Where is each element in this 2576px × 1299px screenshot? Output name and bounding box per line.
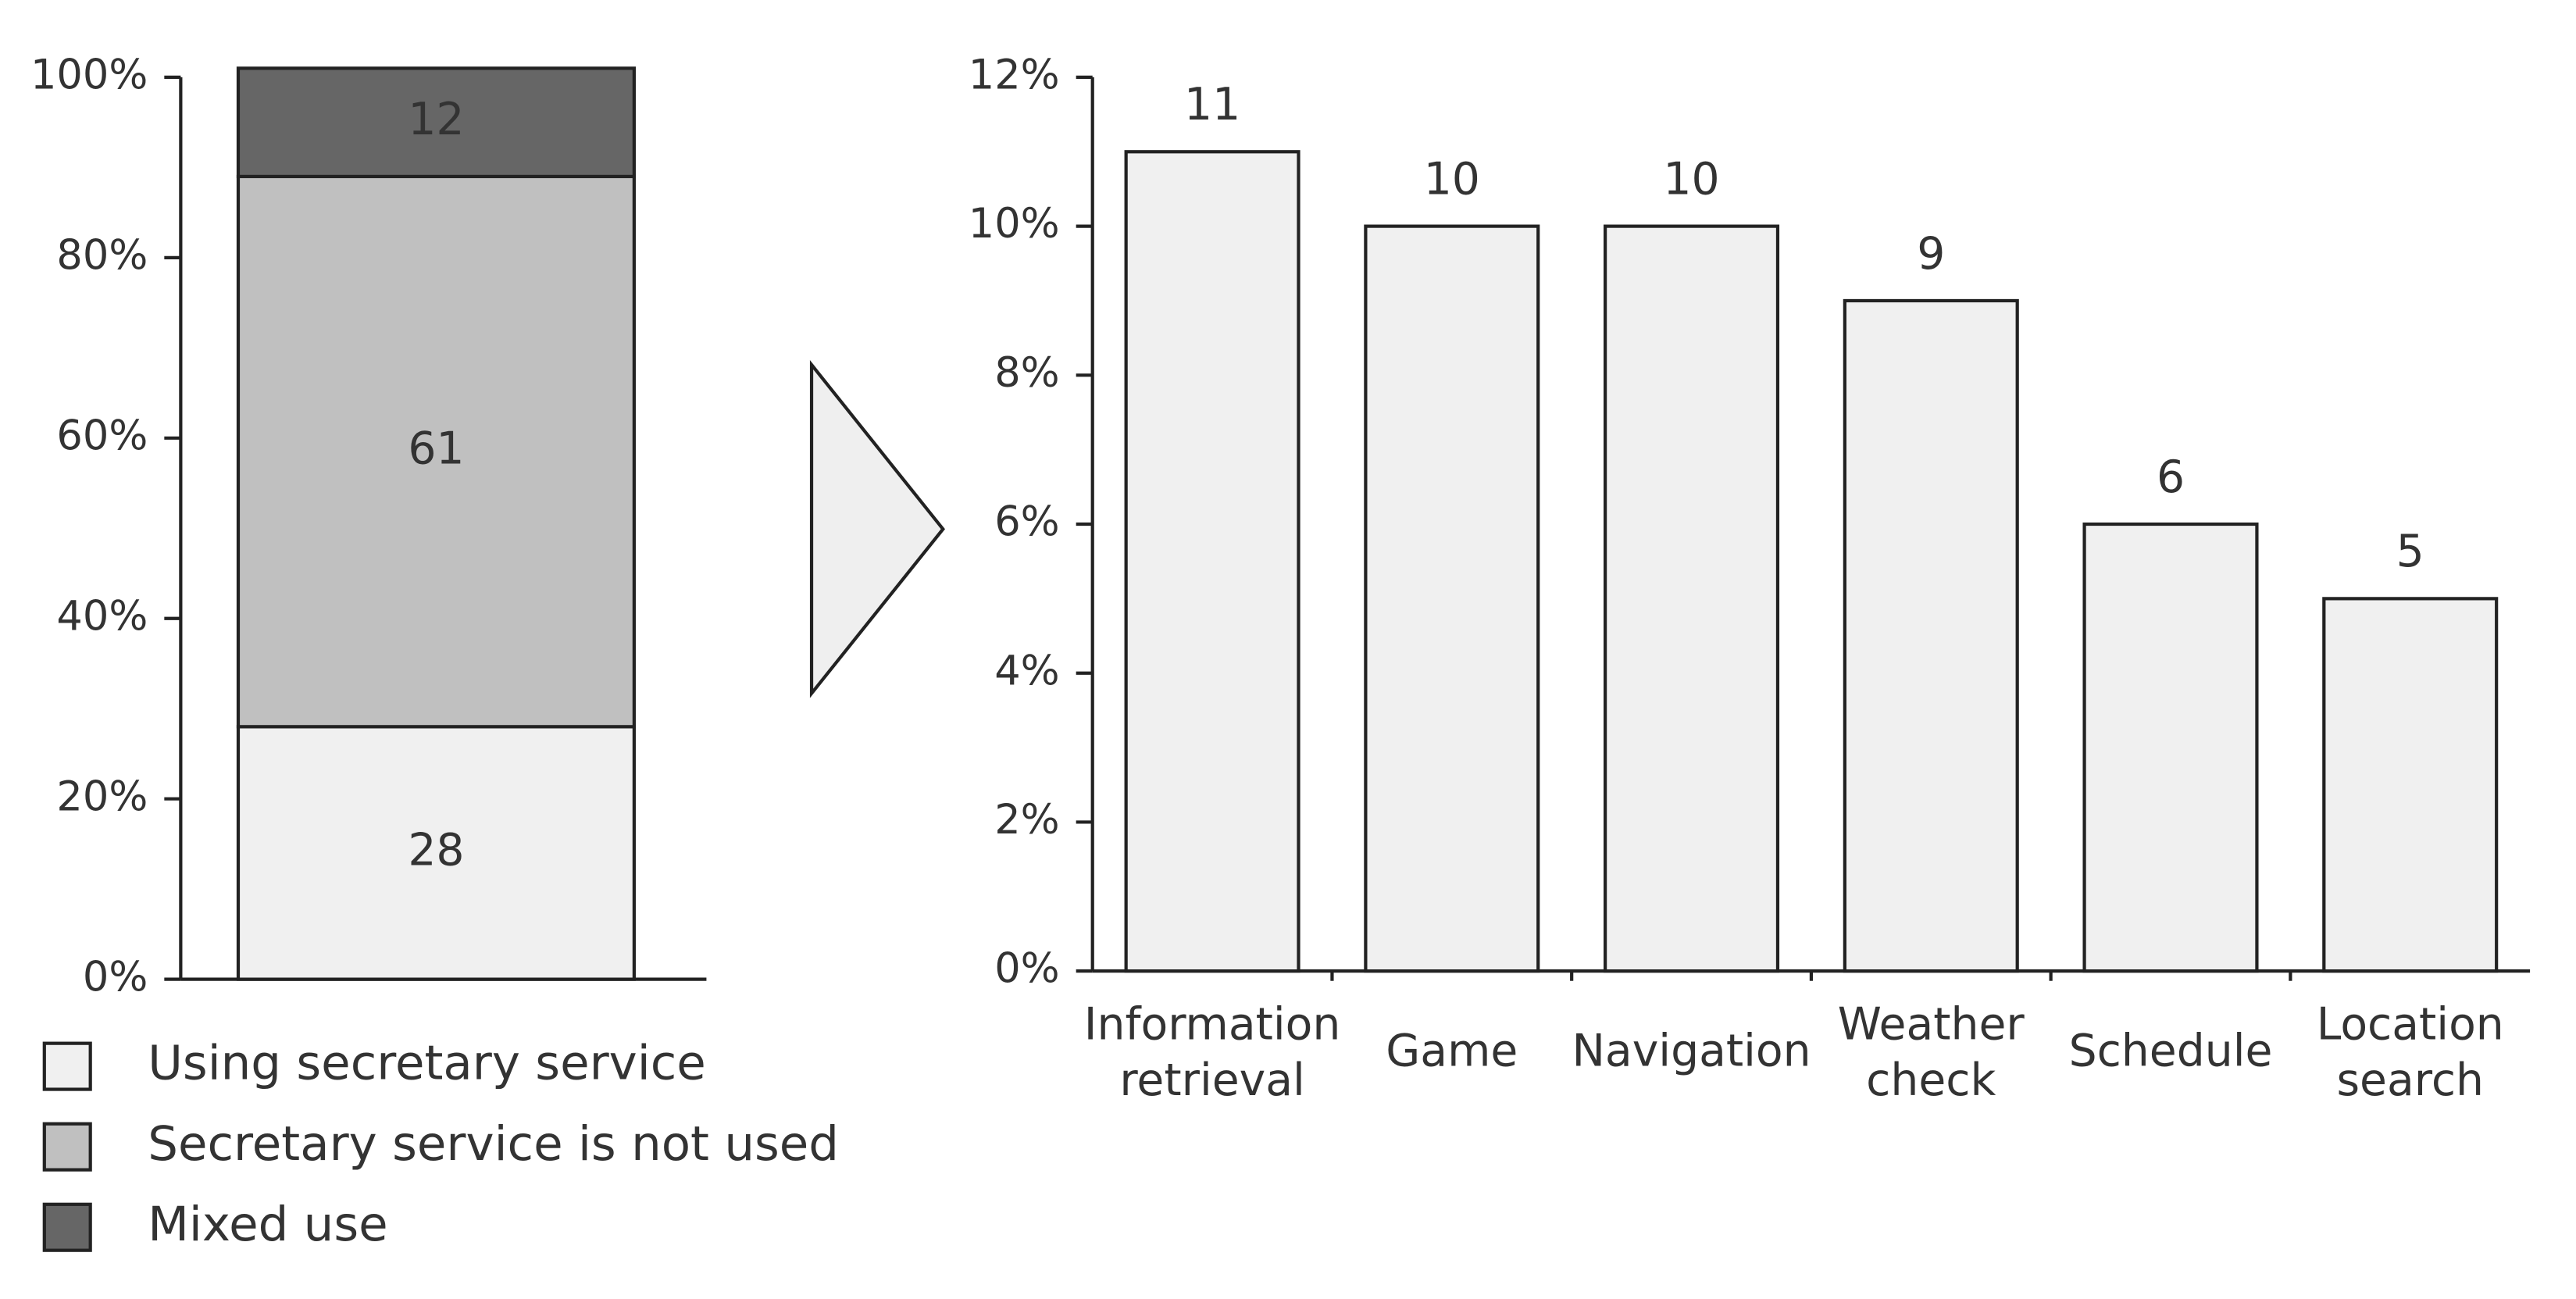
- value-label: 11: [1184, 79, 1240, 130]
- bar: [1364, 224, 1540, 973]
- y-tick-label: 80%: [56, 231, 148, 279]
- bar: [1124, 150, 1300, 973]
- bar: [2322, 597, 2499, 973]
- legend-swatch: [42, 1202, 92, 1252]
- y-tick-label: 6%: [994, 498, 1059, 546]
- y-tick-label: 0%: [994, 945, 1059, 993]
- value-label: 6: [2157, 451, 2185, 503]
- y-tick-label: 4%: [994, 647, 1059, 694]
- value-label: 10: [1424, 153, 1480, 205]
- x-tick-label: Schedule: [2069, 1025, 2273, 1076]
- bar: [2082, 522, 2259, 973]
- y-tick-label: 0%: [83, 953, 148, 1001]
- bar: [1843, 298, 2019, 973]
- x-tick-label: Location search: [2317, 998, 2504, 1106]
- legend-swatch: [42, 1041, 92, 1091]
- legend-label: Secretary service is not used: [148, 1116, 839, 1172]
- bar-segment: [236, 66, 636, 179]
- bar-segment: [236, 725, 636, 981]
- y-tick-label: 2%: [994, 796, 1059, 844]
- y-tick-label: 10%: [969, 200, 1060, 248]
- segment-label: 61: [408, 423, 464, 475]
- y-tick-label: 20%: [56, 773, 148, 820]
- y-tick-label: 60%: [56, 412, 148, 459]
- segment-label: 28: [408, 825, 464, 876]
- legend-label: Using secretary service: [148, 1036, 705, 1091]
- value-label: 10: [1663, 153, 1719, 205]
- legend-swatch: [42, 1122, 92, 1172]
- y-tick-label: 40%: [56, 592, 148, 640]
- y-tick-label: 12%: [969, 52, 1060, 99]
- arrow: [809, 359, 945, 698]
- bar: [1604, 224, 1780, 973]
- segment-label: 12: [408, 94, 464, 145]
- y-tick-label: 100%: [30, 52, 148, 99]
- value-label: 5: [2396, 526, 2424, 577]
- legend-label: Mixed use: [148, 1197, 387, 1252]
- y-tick-label: 8%: [994, 349, 1059, 397]
- value-label: 9: [1917, 228, 1945, 280]
- x-tick-label: Navigation: [1572, 1025, 1811, 1076]
- x-tick-label: Game: [1386, 1025, 1518, 1076]
- x-tick-label: Weather check: [1838, 998, 2025, 1106]
- x-tick-label: Information retrieval: [1084, 998, 1341, 1106]
- bar-segment: [236, 174, 636, 729]
